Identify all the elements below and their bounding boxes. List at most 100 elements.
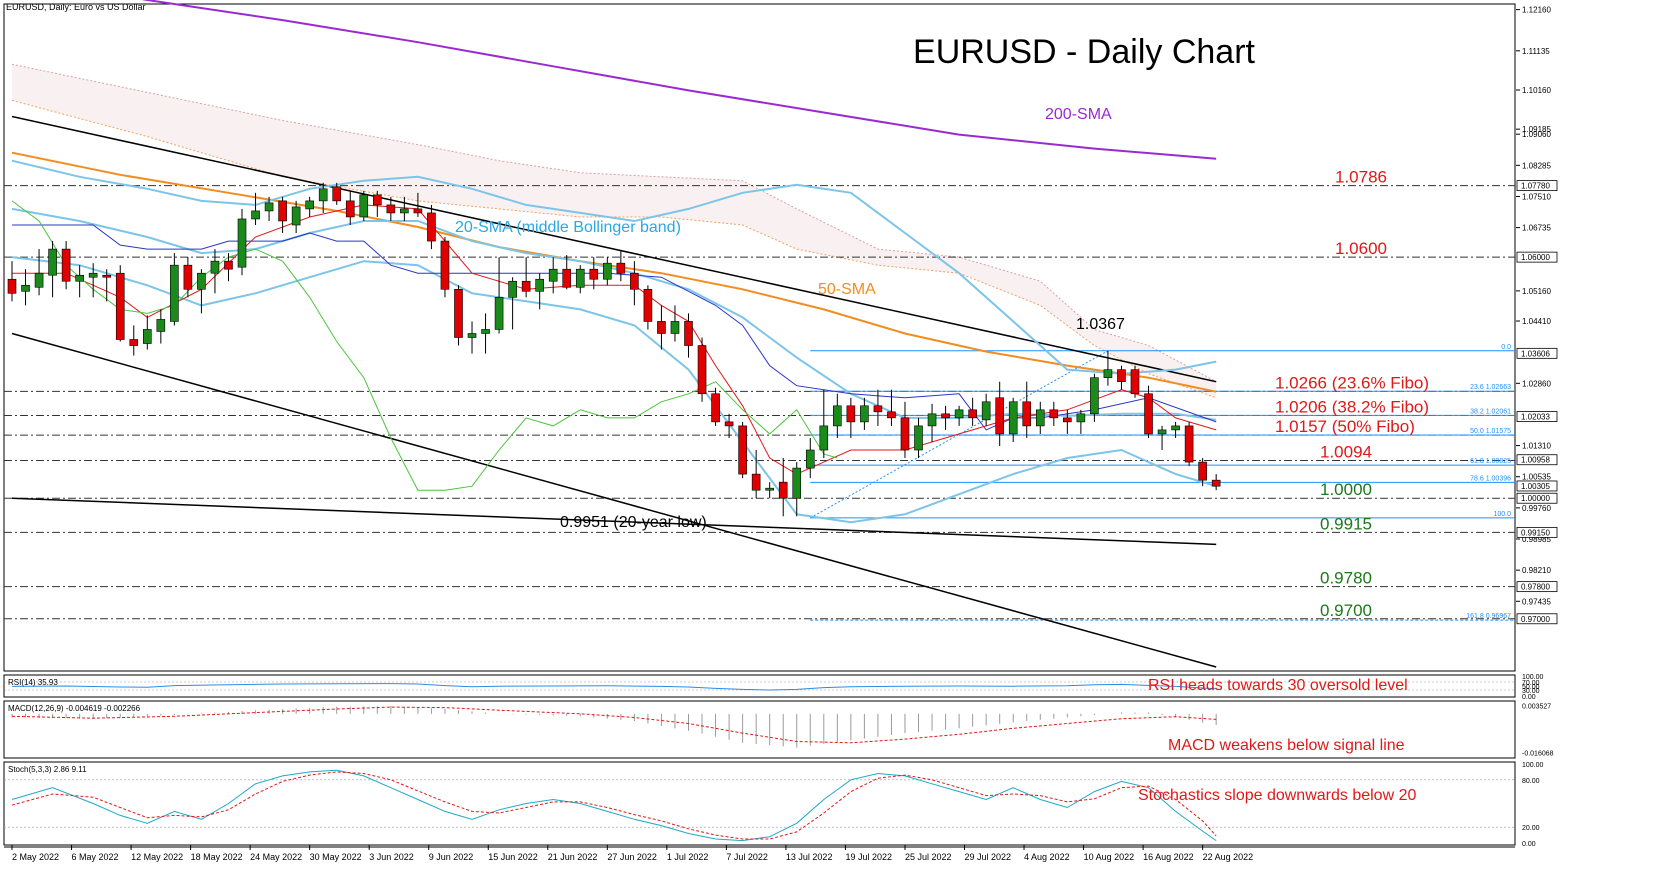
candle-body-up	[548, 268, 558, 282]
candle-body-down	[995, 397, 1004, 435]
candle-body-down	[332, 186, 342, 202]
candle-body-down	[562, 268, 572, 288]
price-tick-label: 0.98985	[1522, 535, 1551, 544]
candle-body-down	[1130, 369, 1140, 395]
candle	[237, 208, 247, 276]
candle	[1063, 409, 1072, 434]
level-label-7: 0.9915	[1320, 514, 1372, 533]
price-tick-label: 0.98210	[1522, 566, 1551, 575]
macd-signal-line	[11, 706, 1217, 744]
price-tag: 1.02033	[1516, 411, 1558, 422]
candle	[846, 397, 856, 438]
date-tick-label: 22 Aug 2022	[1203, 852, 1254, 862]
candle-body-up	[156, 319, 166, 332]
candle	[1117, 365, 1126, 390]
price-tick-label: 1.07510	[1522, 192, 1551, 201]
pane-frame-rsi	[3, 674, 1516, 698]
candle-body-down	[1049, 409, 1059, 419]
price-tick-label: 1.04410	[1522, 317, 1551, 326]
candle	[1171, 421, 1180, 438]
candle-body-up	[494, 297, 504, 330]
candle-body-down	[440, 240, 450, 290]
candle	[805, 437, 815, 479]
fibo-label-3: 50.0 1.01575	[1470, 428, 1511, 435]
price-tick-label: 0.99760	[1522, 504, 1551, 513]
candle	[440, 237, 450, 298]
candle-body-up	[305, 200, 314, 210]
candle-body-down	[684, 321, 693, 346]
price-tag: 1.00000	[1516, 492, 1558, 504]
candle	[927, 403, 937, 442]
level-label-1: 1.0600	[1335, 239, 1387, 258]
price-tag-box	[1516, 454, 1558, 466]
candle-body-up	[210, 260, 220, 274]
candle-body-down	[102, 274, 112, 278]
candle-body-up	[34, 272, 44, 288]
candle-body-down	[724, 421, 734, 427]
date-tick-label: 30 May 2022	[310, 852, 362, 862]
candle	[521, 257, 531, 298]
date-tick-label: 1 Jul 2022	[667, 852, 709, 862]
date-tick-label: 3 Jun 2022	[369, 852, 414, 862]
candle	[751, 450, 761, 499]
candle-body-down	[657, 321, 666, 334]
candle-body-up	[860, 405, 869, 423]
price-tag: 1.00305	[1516, 480, 1558, 492]
candle-body-up	[1035, 409, 1045, 427]
candle	[373, 190, 382, 217]
price-tag-label: 1.00958	[1521, 456, 1550, 465]
candle-body-up	[400, 208, 409, 214]
macd-tick-label: 0.003527	[1522, 703, 1551, 710]
price-tick-label: 1.09060	[1522, 130, 1551, 139]
candle	[156, 309, 166, 344]
candle	[684, 313, 693, 358]
price-tag-label: 1.02033	[1521, 413, 1550, 422]
candle-body-up	[670, 321, 680, 334]
candle-body-up	[197, 272, 206, 290]
price-tick-label: 1.05160	[1522, 287, 1551, 296]
level-label-8: 0.9780	[1320, 569, 1372, 588]
candle	[1130, 365, 1140, 398]
candle	[778, 458, 788, 517]
candle	[535, 273, 544, 310]
candle	[900, 401, 910, 459]
candle	[1157, 425, 1167, 451]
sma20-label: 20-SMA (middle Bollinger band)	[455, 219, 681, 236]
date-tick-label: 15 Jun 2022	[488, 852, 538, 862]
macd-annotation: MACD weakens below signal line	[1168, 737, 1405, 754]
candle-body-down	[7, 278, 17, 294]
candle	[359, 190, 369, 221]
macd-header: MACD(12,26,9) -0.004619 -0.002266	[8, 704, 141, 713]
candle	[278, 196, 287, 234]
candle-body-up	[575, 268, 585, 288]
candle-body-up	[805, 449, 815, 469]
date-tick-label: 27 Jun 2022	[607, 852, 657, 862]
price-tag-label: 1.00305	[1521, 482, 1550, 491]
candle-body-up	[467, 333, 477, 338]
candle	[102, 269, 112, 302]
candle	[1144, 385, 1153, 438]
candle-body-down	[1117, 369, 1126, 382]
candle	[332, 182, 342, 205]
candle-body-down	[1022, 401, 1032, 427]
candle-body-up	[170, 264, 179, 322]
candle	[616, 251, 626, 282]
candle-body-down	[1184, 425, 1194, 463]
fibo-label-7: 161.8 0.96967	[1466, 613, 1511, 620]
candle-body-up	[927, 413, 937, 427]
candle-body-up	[508, 280, 517, 298]
candle-body-down	[373, 194, 382, 206]
candle	[143, 315, 152, 350]
rsi-tick-label: 100.00	[1522, 674, 1544, 681]
candle	[48, 241, 57, 298]
pane-frame-sto	[3, 761, 1516, 846]
candle	[575, 265, 585, 294]
candle-body-up	[954, 409, 964, 419]
candle-body-up	[535, 278, 544, 292]
candle-body-up	[981, 401, 991, 421]
candle-body-down	[887, 411, 896, 419]
price-tick-label: 1.10160	[1522, 86, 1551, 95]
sma50-label: 50-SMA	[818, 281, 876, 298]
candle	[291, 200, 301, 234]
price-tag-label: 1.07780	[1521, 182, 1550, 191]
